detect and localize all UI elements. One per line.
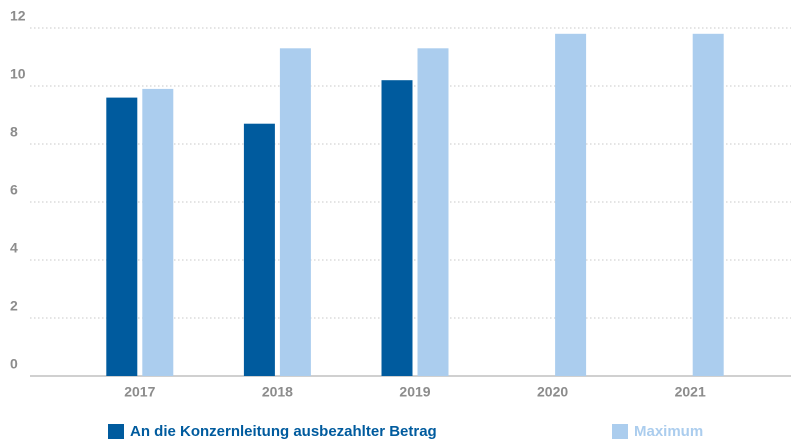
legend-swatch <box>108 424 124 439</box>
bar <box>279 48 311 377</box>
legend-swatch <box>612 424 628 439</box>
bar <box>555 33 587 377</box>
x-tick-label: 2020 <box>537 384 568 400</box>
bar <box>417 48 449 377</box>
legend-label: Maximum <box>634 423 703 439</box>
legend-label: An die Konzernleitung ausbezahlter Betra… <box>130 423 437 439</box>
y-tick-label: 2 <box>10 298 18 314</box>
y-tick-label: 6 <box>10 182 18 198</box>
bar <box>106 97 138 376</box>
y-tick-label: 0 <box>10 356 18 372</box>
x-tick-label: 2019 <box>399 384 430 400</box>
y-tick-label: 8 <box>10 124 18 140</box>
y-tick-label: 12 <box>10 8 26 24</box>
bar <box>142 88 174 377</box>
bar <box>243 123 275 376</box>
y-tick-label: 4 <box>10 240 18 256</box>
y-tick-label: 10 <box>10 66 26 82</box>
x-tick-label: 2017 <box>124 384 155 400</box>
bar <box>692 33 724 377</box>
x-tick-label: 2021 <box>675 384 706 400</box>
x-tick-label: 2018 <box>262 384 293 400</box>
bar <box>381 80 413 376</box>
